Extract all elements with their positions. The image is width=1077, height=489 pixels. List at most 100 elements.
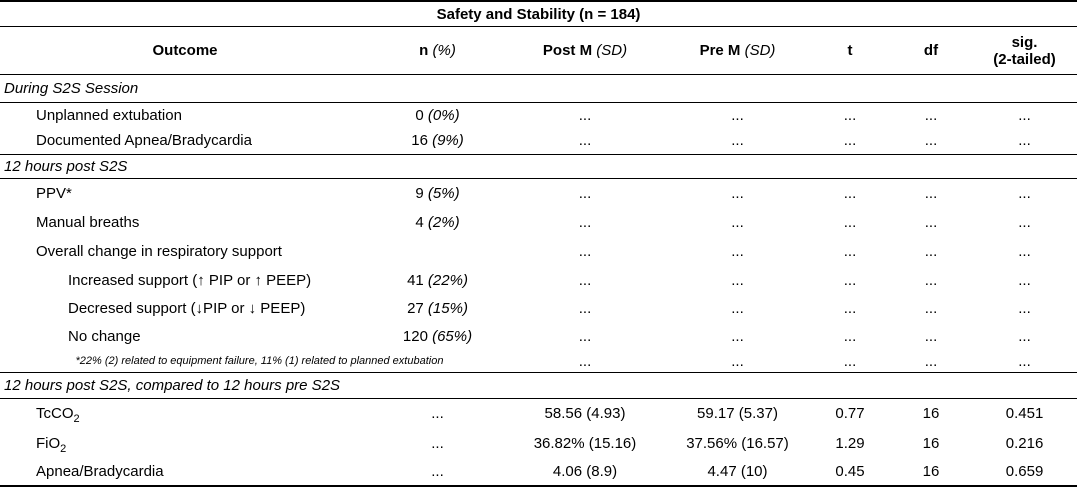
n-cell: 27 (15%) (370, 295, 505, 323)
n-percent: (5%) (427, 184, 460, 202)
col-header-pre-unit: (SD) (744, 42, 776, 59)
outcome-cell: PPV* (0, 179, 370, 208)
t-cell: ... (843, 242, 857, 260)
subscript: 2 (60, 443, 67, 455)
table-row: FiO2... 36.82% (15.16) 37.56% (16.57) 1.29 1… (0, 429, 1077, 459)
table-title: Safety and Stability (n = 184) (0, 1, 1077, 27)
pre-cell: ... (665, 350, 810, 373)
df-cell: 16 (922, 405, 940, 423)
outcome-cell: Unplanned extubation (0, 103, 370, 128)
outcome-cell: FiO2 (0, 429, 370, 459)
post-cell: ... (578, 106, 592, 124)
n-count: 41 (407, 271, 424, 289)
table-row: Apnea/Bradycardia... 4.06 (8.9) 4.47 (10) 0… (0, 459, 1077, 486)
outcome-cell: Documented Apnea/Bradycardia (0, 127, 370, 155)
table-title-row: Safety and Stability (n = 184) (0, 1, 1077, 27)
outcome-cell: Overall change in respiratory support (0, 237, 370, 266)
col-header-t: t (810, 26, 890, 75)
table-row: Increased support (↑ PIP or ↑ PEEP) 41 (2… (0, 266, 1077, 295)
outcome-label: Overall change in respiratory support (36, 242, 282, 260)
col-header-post: Post M (SD) (505, 26, 665, 75)
n-cell: ... (370, 399, 505, 429)
table-row: Decresed support (↓PIP or ↓ PEEP) 27 (15%… (0, 295, 1077, 323)
post-cell: ... (505, 127, 665, 155)
footnote-text: *22% (2) related to equipment failure, 1… (0, 350, 505, 373)
post-cell: 4.06 (8.9) (552, 463, 618, 480)
outcome-label: Apnea/Bradycardia (36, 463, 164, 480)
subscript: 2 (73, 413, 80, 426)
t-cell: 0.77 (835, 405, 865, 423)
sig-cell: 0.451 (1005, 405, 1044, 423)
n-cell: 16 (9%) (370, 127, 505, 155)
t-cell: 0.45 (835, 463, 865, 480)
col-header-sig: sig. (2-tailed) (972, 26, 1077, 75)
outcome-label: PPV* (36, 184, 72, 202)
n-cell (370, 237, 505, 266)
col-header-df: df (890, 26, 972, 75)
col-header-n: n (%) (370, 26, 505, 75)
outcome-label: FiO (36, 435, 61, 452)
df-cell: ... (924, 271, 938, 289)
sig-cell: ... (1018, 106, 1031, 124)
section-row: 12 hours post S2S (0, 154, 1077, 179)
post-cell: ... (578, 213, 592, 231)
sig-cell: ... (972, 350, 1077, 373)
sig-cell: ... (1018, 271, 1031, 289)
post-cell: ... (578, 300, 592, 317)
section-row: During S2S Session (0, 74, 1077, 103)
n-cell: 4 (2%) (370, 208, 505, 237)
outcome-cell: Apnea/Bradycardia (0, 459, 370, 486)
pre-cell: ... (731, 184, 744, 202)
outcome-label: TcCO (36, 405, 74, 423)
table-row: No change 120 (65%)............... (0, 323, 1077, 351)
n-count: ... (431, 435, 444, 452)
n-cell: ... (370, 429, 505, 459)
sig-cell: ... (1018, 300, 1031, 317)
table-row: TcCO2... 58.56 (4.93) 59.17 (5.37) 0.77 16 0.… (0, 399, 1077, 429)
pre-cell: ... (731, 242, 744, 260)
df-cell: 16 (922, 435, 940, 452)
section-label: During S2S Session (0, 74, 1077, 103)
col-header-n-unit: (%) (432, 42, 456, 59)
outcome-label: Manual breaths (36, 213, 140, 231)
outcome-label: Increased support (↑ PIP or ↑ PEEP) (68, 271, 312, 289)
n-count: ... (431, 405, 444, 423)
post-cell: ... (578, 271, 592, 289)
outcome-cell: No change (0, 323, 370, 351)
n-cell: 120 (65%) (370, 323, 505, 351)
pre-cell: 4.47 (10) (707, 463, 768, 480)
t-cell: ... (843, 271, 857, 289)
sig-cell: 0.216 (1005, 435, 1044, 452)
n-cell: 0 (0%) (370, 103, 505, 128)
df-cell: ... (924, 213, 938, 231)
pre-cell: ... (731, 106, 744, 124)
df-cell: ... (924, 300, 938, 317)
outcome-cell: Increased support (↑ PIP or ↑ PEEP) (0, 266, 370, 295)
n-count: 120 (402, 328, 428, 345)
n-percent: (0%) (427, 106, 460, 124)
t-cell: ... (843, 106, 857, 124)
col-header-post-unit: (SD) (596, 42, 628, 59)
n-percent: (9%) (432, 132, 464, 150)
t-cell: ... (843, 300, 857, 317)
outcome-label: No change (68, 328, 141, 345)
df-cell: ... (890, 350, 972, 373)
n-count: 27 (407, 300, 424, 317)
n-count: 9 (415, 184, 424, 202)
section-row: 12 hours post S2S, compared to 12 hours … (0, 372, 1077, 399)
table-row: Unplanned extubation 0 (0%)..............… (0, 103, 1077, 128)
n-percent: (22%) (427, 271, 468, 289)
t-cell: ... (843, 328, 857, 345)
sig-cell: ... (1018, 184, 1031, 202)
post-cell: 58.56 (4.93) (544, 405, 626, 423)
table-header-row: Outcome n (%) Post M (SD) Pre M (SD) t d… (0, 26, 1077, 75)
outcome-cell: TcCO2 (0, 399, 370, 429)
sig-cell: ... (1018, 242, 1031, 260)
table-body: During S2S Session Unplanned extubation 0 … (0, 74, 1077, 486)
t-cell: 1.29 (835, 435, 865, 452)
n-cell: 41 (22%) (370, 266, 505, 295)
n-count: ... (431, 463, 444, 480)
pre-cell: ... (731, 213, 744, 231)
pre-cell: 37.56% (16.57) (686, 435, 789, 452)
